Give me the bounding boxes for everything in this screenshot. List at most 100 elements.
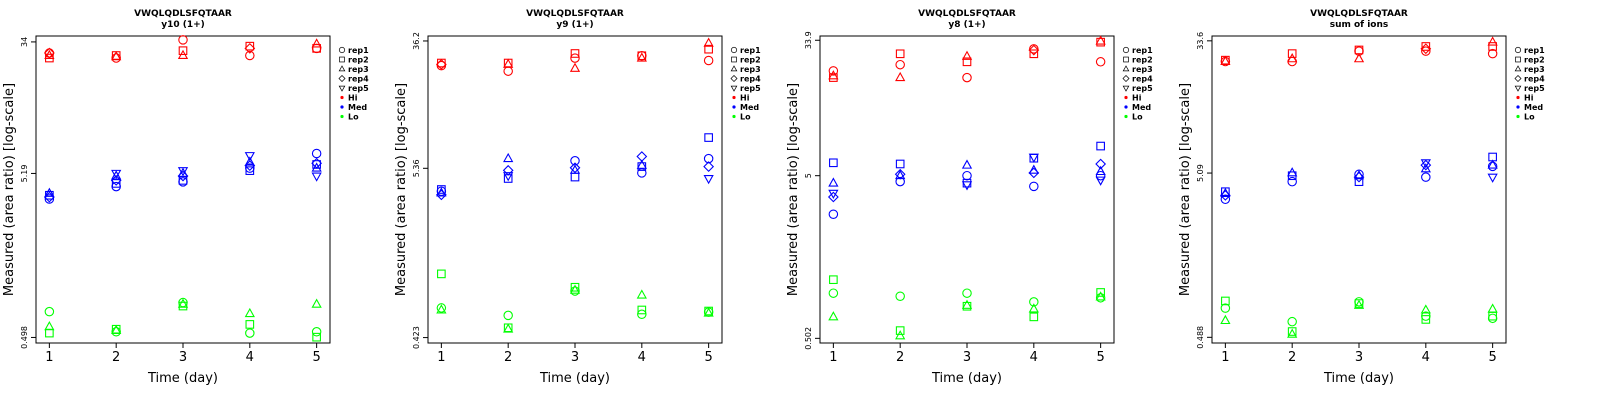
legend-marker-group bbox=[338, 65, 346, 72]
legend-dot-lo bbox=[1516, 114, 1520, 119]
data-point-lo-rep1 bbox=[1029, 297, 1039, 307]
data-point-lo-rep1 bbox=[1487, 313, 1498, 324]
legend-marker-group bbox=[730, 74, 738, 83]
data-point-med-rep5 bbox=[244, 152, 255, 162]
data-point-med-rep4 bbox=[435, 189, 447, 201]
y-tick-label: 36.2 bbox=[412, 32, 421, 50]
y-axis-title: Measured (area ratio) [log-scale] bbox=[1178, 83, 1193, 296]
y-tick-label: 33.6 bbox=[1196, 32, 1205, 50]
data-point-lo-rep3 bbox=[1220, 314, 1231, 325]
legend-label-rep4: rep4 bbox=[1524, 75, 1545, 84]
data-point-lo-rep3 bbox=[1287, 328, 1298, 338]
legend-marker-rep2 bbox=[731, 56, 737, 63]
chart-title: VWQLQDLSFQTAAR bbox=[134, 9, 232, 19]
data-point-hi-rep3 bbox=[703, 37, 714, 47]
data-point-med-rep4 bbox=[311, 157, 323, 169]
legend-label-rep1: rep1 bbox=[1524, 46, 1545, 55]
legend-marker-rep4 bbox=[338, 74, 346, 83]
data-point-lo-rep2 bbox=[570, 282, 580, 292]
legend-marker-rep2 bbox=[1123, 56, 1129, 63]
data-point-lo-rep3 bbox=[111, 324, 122, 334]
legend-label-hi: Hi bbox=[1524, 94, 1534, 103]
legend-label-rep1: rep1 bbox=[348, 46, 369, 55]
legend-dot-lo bbox=[1124, 114, 1128, 119]
legend-dot-med bbox=[340, 105, 344, 109]
data-point-lo-rep1 bbox=[44, 306, 55, 317]
x-tick-label: 3 bbox=[1355, 350, 1363, 365]
data-point-hi-rep2 bbox=[895, 49, 905, 59]
legend-marker-group bbox=[1514, 65, 1522, 72]
chart-title: VWQLQDLSFQTAAR bbox=[918, 9, 1016, 19]
legend-label-hi: Hi bbox=[740, 94, 750, 103]
y-tick-label: 0.498 bbox=[20, 326, 29, 349]
legend-label-rep2: rep2 bbox=[740, 56, 761, 65]
data-point-med-rep3 bbox=[1095, 165, 1106, 176]
legend-marker-group bbox=[1122, 46, 1130, 54]
legend-label-rep3: rep3 bbox=[1132, 65, 1153, 74]
legend-label-rep3: rep3 bbox=[348, 65, 369, 74]
data-point-med-rep3 bbox=[569, 164, 581, 174]
x-tick-label: 2 bbox=[1288, 350, 1296, 365]
x-axis-title: Time (day) bbox=[1323, 371, 1394, 386]
data-point-lo-rep3 bbox=[1487, 303, 1498, 313]
data-point-med-rep5 bbox=[828, 189, 839, 200]
data-point-lo-rep2 bbox=[637, 305, 647, 315]
data-point-hi-rep3 bbox=[111, 51, 122, 61]
data-point-med-rep5 bbox=[1028, 153, 1039, 163]
data-point-hi-rep3 bbox=[1487, 36, 1498, 46]
data-point-med-rep1 bbox=[311, 148, 322, 159]
data-point-med-rep1 bbox=[962, 170, 972, 181]
data-point-med-rep1 bbox=[1421, 172, 1431, 182]
data-point-med-rep1 bbox=[828, 209, 839, 219]
data-point-lo-rep1 bbox=[311, 327, 322, 337]
legend-label-rep4: rep4 bbox=[1132, 75, 1153, 84]
data-point-lo-rep2 bbox=[962, 301, 972, 311]
legend-label-rep1: rep1 bbox=[1132, 46, 1153, 55]
data-point-med-rep2 bbox=[437, 185, 446, 194]
legend-marker-rep1 bbox=[1122, 46, 1130, 54]
legend-marker-rep3 bbox=[1514, 65, 1522, 72]
legend-label-rep2: rep2 bbox=[348, 56, 369, 65]
data-point-hi-rep3 bbox=[828, 70, 839, 80]
data-point-lo-rep2 bbox=[1096, 288, 1105, 297]
legend-label-lo: Lo bbox=[348, 113, 359, 122]
data-point-hi-rep3 bbox=[1353, 53, 1365, 63]
data-point-med-rep1 bbox=[1287, 176, 1297, 187]
y-tick-label: 5 bbox=[804, 173, 813, 178]
data-point-hi-rep2 bbox=[245, 41, 255, 51]
data-point-lo-rep1 bbox=[828, 288, 839, 298]
chart-title: VWQLQDLSFQTAAR bbox=[526, 9, 624, 19]
x-axis-title: Time (day) bbox=[147, 371, 218, 386]
data-point-hi-rep1 bbox=[1421, 46, 1431, 56]
legend-marker-rep1 bbox=[1514, 46, 1522, 54]
data-point-hi-rep1 bbox=[703, 55, 714, 66]
data-point-lo-rep3 bbox=[703, 307, 714, 317]
data-point-hi-rep2 bbox=[704, 44, 713, 54]
legend-marker-group bbox=[730, 46, 738, 54]
data-point-lo-rep2 bbox=[45, 328, 54, 338]
legend-marker-group bbox=[1514, 85, 1522, 92]
data-point-med-rep5 bbox=[703, 175, 714, 185]
legend-marker-group bbox=[338, 74, 346, 83]
legend-dot-hi bbox=[1516, 95, 1520, 100]
data-point-med-rep4 bbox=[636, 151, 648, 162]
data-point-med-rep3 bbox=[244, 156, 255, 166]
data-point-med-rep5 bbox=[1487, 173, 1498, 183]
data-point-med-rep3 bbox=[311, 162, 322, 172]
legend-marker-group bbox=[1123, 56, 1129, 63]
y-tick-label: 5.36 bbox=[412, 159, 421, 177]
data-point-med-rep4 bbox=[43, 191, 55, 203]
data-point-med-rep2 bbox=[570, 172, 580, 182]
y-tick-label: 34 bbox=[20, 37, 29, 47]
data-point-lo-rep3 bbox=[569, 284, 581, 294]
legend-dot-lo bbox=[340, 114, 344, 119]
legend-marker-group bbox=[1515, 56, 1521, 63]
y-axis-title: Measured (area ratio) [log-scale] bbox=[786, 83, 801, 296]
x-tick-label: 2 bbox=[112, 350, 120, 365]
data-point-hi-rep1 bbox=[828, 66, 839, 76]
x-axis-title: Time (day) bbox=[539, 371, 610, 386]
legend-label-hi: Hi bbox=[1132, 94, 1142, 103]
data-point-lo-rep3 bbox=[311, 298, 322, 308]
